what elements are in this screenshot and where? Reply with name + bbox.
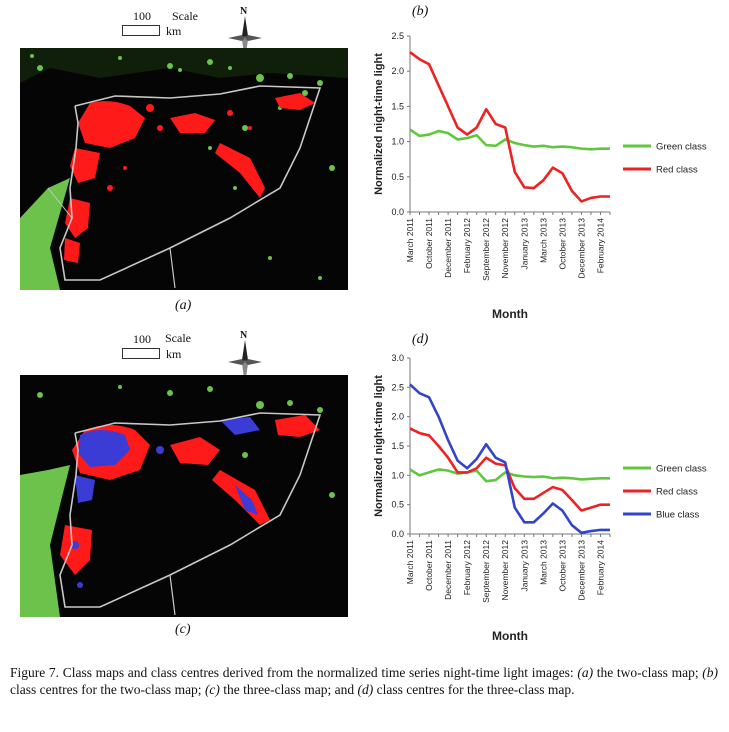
legend-label-green-class: Green class (656, 464, 707, 475)
caption-text-d: class centres for the three-class map. (373, 682, 575, 697)
series-line-red-class (409, 427, 610, 512)
y-tick-label: 2.0 (391, 66, 404, 76)
scale-value: 100 (133, 9, 151, 23)
north-letter: N (240, 6, 248, 17)
x-tick-label: February 2012 (462, 218, 472, 274)
caption-label-c: (c) (204, 682, 220, 697)
panel-label-c: (c) (175, 622, 191, 637)
y-axis-label: Normalized night-time light (373, 375, 385, 517)
x-tick-label: February 2014 (595, 540, 605, 596)
x-tick-label: December 2013 (576, 540, 586, 601)
north-arrow-icon (228, 340, 262, 384)
x-tick-label: October 2013 (557, 218, 567, 270)
y-tick-label: 0.0 (391, 207, 404, 217)
legend-label-red-class: Red class (656, 487, 698, 498)
scale-value: 100 (133, 332, 151, 346)
caption-label-b: (b) (702, 665, 718, 680)
legend-label-red-class: Red class (656, 165, 698, 176)
figure-caption: Figure 7. Class maps and class centres d… (10, 664, 718, 698)
caption-label-d: (d) (357, 682, 374, 697)
caption-label-a: (a) (577, 665, 594, 680)
caption-prefix: Figure 7. Class maps and class centres d… (10, 665, 578, 680)
two-class-map-image (20, 48, 348, 290)
x-tick-label: October 2011 (424, 540, 434, 591)
y-axis-label: Normalized night-time light (373, 53, 385, 195)
x-tick-label: September 2012 (481, 540, 491, 603)
y-tick-label: 1.0 (391, 470, 404, 480)
x-tick-label: March 2013 (538, 218, 548, 263)
y-tick-label: 0.0 (391, 529, 404, 539)
y-tick-label: 2.5 (391, 382, 404, 392)
y-tick-label: 2.0 (391, 412, 404, 422)
x-tick-label: November 2012 (500, 218, 510, 279)
three-class-map (20, 375, 348, 617)
x-tick-label: March 2013 (538, 540, 548, 585)
y-tick-label: 1.5 (391, 441, 404, 451)
x-tick-label: December 2011 (443, 540, 453, 600)
panel-label-d: (d) (412, 332, 429, 347)
north-letter: N (240, 330, 248, 341)
x-tick-label: September 2012 (481, 218, 491, 281)
caption-text-c: the three-class map; and (219, 682, 358, 697)
x-tick-label: January 2013 (519, 540, 529, 592)
scale-label: Scale (172, 9, 198, 23)
x-tick-label: March 2011 (405, 218, 415, 263)
x-tick-label: November 2012 (500, 540, 510, 601)
x-tick-label: October 2011 (424, 218, 434, 269)
series-line-green-class (409, 128, 610, 151)
y-tick-label: 1.5 (391, 101, 404, 111)
series-line-blue-class (409, 383, 610, 535)
legend-label-blue-class: Blue class (656, 510, 700, 521)
x-tick-label: February 2014 (595, 218, 605, 274)
x-tick-label: February 2012 (462, 540, 472, 596)
chart-b: 0.0 0.5 1.0 1.5 2.0 2.5 March 2011 October 2011… (360, 28, 729, 328)
y-tick-label: 2.5 (391, 31, 404, 41)
y-tick-label: 0.5 (391, 172, 404, 182)
x-tick-label: January 2013 (519, 218, 529, 270)
series-line-red-class (409, 51, 610, 203)
scale-bar (122, 348, 160, 359)
chart-d: 0.0 0.5 1.0 1.5 2.0 2.5 3.0 March 2011 October 2… (360, 350, 729, 650)
y-tick-label: 0.5 (391, 500, 404, 510)
y-tick-label: 1.0 (391, 137, 404, 147)
chart-d-svg: 0.0 0.5 1.0 1.5 2.0 2.5 3.0 March 2011 October 2… (373, 353, 707, 643)
x-tick-label: March 2011 (405, 540, 415, 585)
caption-text-b: class centres for the two-class map; (10, 682, 205, 697)
two-class-map (20, 48, 348, 290)
north-arrow-icon (228, 16, 262, 60)
y-tick-label: 3.0 (391, 353, 404, 363)
scale-unit: km (166, 24, 182, 38)
panel-label-b: (b) (412, 4, 429, 19)
legend-label-green-class: Green class (656, 142, 707, 153)
chart-b-svg: 0.0 0.5 1.0 1.5 2.0 2.5 March 2011 October 2011… (373, 31, 707, 321)
caption-text-a: the two-class map; (593, 665, 703, 680)
panel-label-a: (a) (175, 298, 192, 313)
x-tick-label: December 2013 (576, 218, 586, 279)
scale-label: Scale (165, 331, 191, 345)
x-axis-label: Month (492, 629, 528, 643)
scale-bar (122, 25, 160, 36)
x-tick-label: December 2011 (443, 218, 453, 278)
x-tick-label: October 2013 (557, 540, 567, 592)
x-axis-label: Month (492, 307, 528, 321)
three-class-map-image (20, 385, 335, 617)
scale-unit: km (166, 347, 182, 361)
